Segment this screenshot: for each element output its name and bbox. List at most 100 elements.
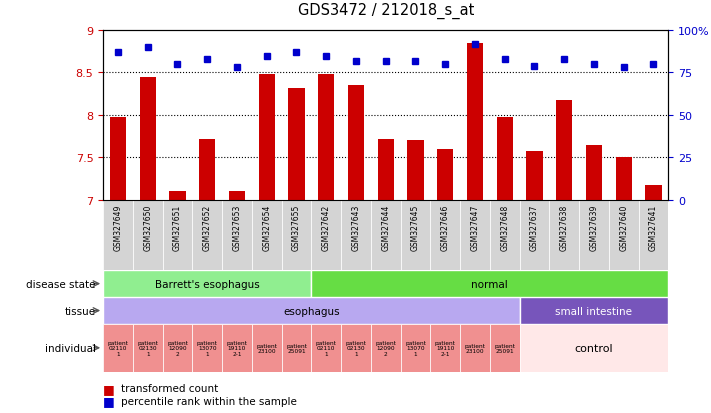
Text: GSM327642: GSM327642	[321, 204, 331, 250]
Bar	[341, 324, 371, 372]
Text: GSM327647: GSM327647	[471, 204, 479, 250]
Text: patient
02110
1: patient 02110 1	[107, 340, 129, 356]
Text: GSM327650: GSM327650	[143, 204, 152, 250]
Bar	[520, 200, 550, 271]
Text: patient
25091: patient 25091	[286, 343, 307, 353]
Bar	[638, 200, 668, 271]
Bar	[341, 200, 371, 271]
Bar	[252, 324, 282, 372]
Text: GSM327655: GSM327655	[292, 204, 301, 250]
Bar	[496, 117, 513, 200]
Text: GSM327639: GSM327639	[589, 204, 599, 250]
Bar	[252, 200, 282, 271]
Text: GSM327638: GSM327638	[560, 204, 569, 250]
Text: control: control	[574, 343, 614, 353]
Text: patient
19110
2-1: patient 19110 2-1	[227, 340, 247, 356]
Bar	[520, 324, 668, 372]
Bar	[311, 324, 341, 372]
Text: patient
23100: patient 23100	[256, 343, 277, 353]
Text: esophagus: esophagus	[283, 306, 340, 316]
Text: GSM327648: GSM327648	[501, 204, 509, 250]
Bar	[616, 158, 632, 200]
Text: GSM327652: GSM327652	[203, 204, 212, 250]
Bar	[311, 200, 341, 271]
Text: GSM327654: GSM327654	[262, 204, 271, 250]
Text: patient
02130
1: patient 02130 1	[137, 340, 158, 356]
Bar	[229, 192, 245, 200]
Bar	[556, 101, 572, 200]
Bar	[407, 141, 424, 200]
Bar	[467, 44, 483, 200]
Bar	[378, 139, 394, 200]
Bar	[199, 139, 215, 200]
Bar	[103, 297, 520, 324]
Bar	[371, 324, 400, 372]
Text: GSM327637: GSM327637	[530, 204, 539, 250]
Bar	[222, 200, 252, 271]
Text: patient
23100: patient 23100	[464, 343, 486, 353]
Bar	[109, 118, 126, 200]
Bar	[430, 324, 460, 372]
Bar	[318, 75, 334, 200]
Bar	[609, 200, 638, 271]
Bar	[490, 200, 520, 271]
Bar	[282, 324, 311, 372]
Bar	[288, 88, 304, 200]
Bar	[163, 200, 193, 271]
Bar	[437, 150, 454, 200]
Bar	[133, 200, 163, 271]
Text: Barrett's esophagus: Barrett's esophagus	[155, 279, 260, 289]
Bar	[282, 200, 311, 271]
Bar	[400, 200, 430, 271]
Text: GSM327643: GSM327643	[351, 204, 360, 250]
Bar	[259, 75, 275, 200]
Text: GSM327644: GSM327644	[381, 204, 390, 250]
Bar	[193, 200, 222, 271]
Bar	[222, 324, 252, 372]
Bar	[139, 78, 156, 200]
Bar	[550, 200, 579, 271]
Text: GDS3472 / 212018_s_at: GDS3472 / 212018_s_at	[297, 2, 474, 19]
Bar	[348, 86, 364, 200]
Text: normal: normal	[471, 279, 508, 289]
Text: disease state: disease state	[26, 279, 96, 289]
Text: individual: individual	[45, 343, 96, 353]
Text: GSM327653: GSM327653	[232, 204, 242, 250]
Bar	[103, 324, 133, 372]
Text: ■: ■	[103, 394, 115, 407]
Bar	[311, 271, 668, 297]
Text: percentile rank within the sample: percentile rank within the sample	[121, 396, 296, 406]
Text: patient
02110
1: patient 02110 1	[316, 340, 336, 356]
Text: patient
12090
2: patient 12090 2	[167, 340, 188, 356]
Text: patient
13070
1: patient 13070 1	[197, 340, 218, 356]
Text: patient
02130
1: patient 02130 1	[346, 340, 366, 356]
Text: tissue: tissue	[65, 306, 96, 316]
Bar	[579, 200, 609, 271]
Bar	[133, 324, 163, 372]
Bar	[430, 200, 460, 271]
Bar	[169, 192, 186, 200]
Bar	[460, 200, 490, 271]
Text: GSM327649: GSM327649	[114, 204, 122, 250]
Text: ■: ■	[103, 382, 115, 395]
Bar	[586, 145, 602, 200]
Text: GSM327646: GSM327646	[441, 204, 450, 250]
Bar	[526, 151, 542, 200]
Bar	[520, 297, 668, 324]
Bar	[163, 324, 193, 372]
Text: patient
25091: patient 25091	[494, 343, 515, 353]
Bar	[400, 324, 430, 372]
Text: GSM327651: GSM327651	[173, 204, 182, 250]
Text: small intestine: small intestine	[555, 306, 633, 316]
Bar	[646, 185, 662, 200]
Bar	[490, 324, 520, 372]
Text: patient
12090
2: patient 12090 2	[375, 340, 396, 356]
Text: patient
13070
1: patient 13070 1	[405, 340, 426, 356]
Text: patient
19110
2-1: patient 19110 2-1	[435, 340, 456, 356]
Text: GSM327645: GSM327645	[411, 204, 420, 250]
Bar	[460, 324, 490, 372]
Text: GSM327640: GSM327640	[619, 204, 629, 250]
Bar	[103, 271, 311, 297]
Bar	[193, 324, 222, 372]
Text: GSM327641: GSM327641	[649, 204, 658, 250]
